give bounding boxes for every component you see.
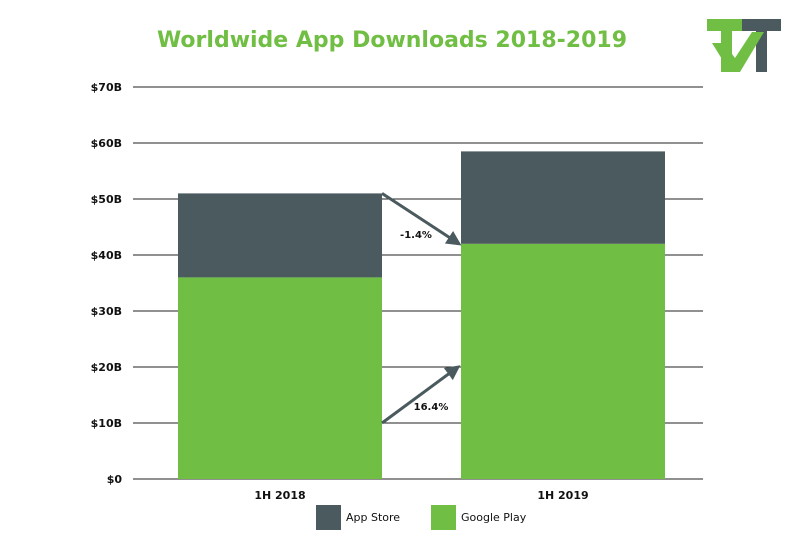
- bar-google-play: [178, 277, 382, 479]
- y-tick-label: $0: [107, 473, 123, 486]
- y-tick-label: $60B: [91, 137, 122, 150]
- y-tick-label: $30B: [91, 305, 122, 318]
- bar-app-store: [461, 151, 665, 244]
- legend-label: Google Play: [461, 511, 527, 524]
- tvt-logo-icon: [707, 19, 781, 72]
- legend-swatch: [316, 505, 341, 530]
- app-store-change-label: -1.4%: [400, 230, 432, 241]
- y-tick-label: $50B: [91, 193, 122, 206]
- legend-swatch: [431, 505, 456, 530]
- chart-title: Worldwide App Downloads 2018-2019: [157, 28, 627, 53]
- x-category-label: 1H 2019: [537, 489, 588, 502]
- y-tick-label: $70B: [91, 81, 122, 94]
- y-tick-label: $40B: [91, 249, 122, 262]
- bar-google-play: [461, 243, 665, 479]
- google-play-change-arrow: [381, 365, 461, 425]
- bar-app-store: [178, 193, 382, 278]
- legend-label: App Store: [346, 511, 400, 524]
- y-tick-label: $20B: [91, 361, 122, 374]
- y-tick-label: $10B: [91, 417, 122, 430]
- x-category-label: 1H 2018: [254, 489, 305, 502]
- app-store-change-arrow: [381, 192, 462, 246]
- google-play-change-label: 16.4%: [414, 402, 449, 413]
